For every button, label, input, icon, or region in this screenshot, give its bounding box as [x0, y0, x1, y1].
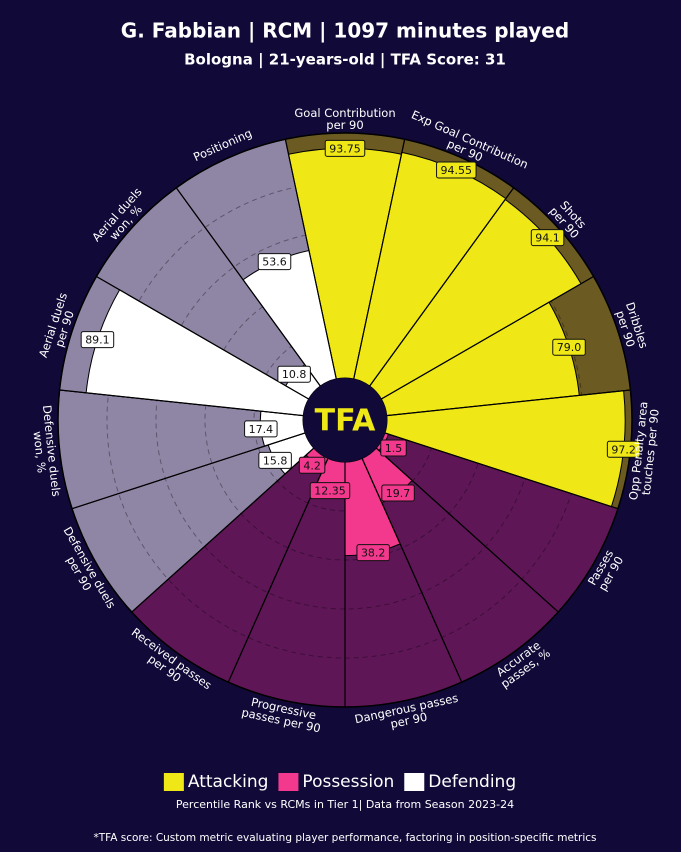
- footnote: *TFA score: Custom metric evaluating pla…: [93, 832, 596, 844]
- value-label-text: 17.4: [249, 423, 274, 436]
- category-label-line: Goal Contribution: [294, 106, 395, 120]
- value-label: 93.75: [324, 139, 366, 157]
- value-label-box: [380, 439, 407, 457]
- value-label-box: [258, 451, 292, 469]
- value-label-text: 19.7: [386, 487, 411, 500]
- value-label: 94.55: [436, 161, 477, 179]
- value-label-text: 38.2: [361, 547, 386, 560]
- value-label-box: [436, 161, 477, 179]
- footnote: Percentile Rank vs RCMs in Tier 1| Data …: [176, 798, 514, 811]
- value-label-text: 15.8: [263, 454, 288, 467]
- separator: [361, 458, 463, 683]
- legend-swatch: [404, 773, 425, 791]
- category-label-line: per 90: [326, 118, 363, 132]
- value-label-box: [244, 420, 278, 438]
- value-label-box: [356, 544, 390, 562]
- separator: [375, 447, 559, 613]
- chart-subtitle: Bologna | 21-years-old | TFA Score: 31: [184, 51, 506, 70]
- value-label-text: 10.8: [282, 368, 307, 381]
- value-label: 19.7: [381, 484, 415, 502]
- separator: [175, 187, 321, 387]
- chart-title: G. Fabbian | RCM | 1097 minutes played: [121, 19, 569, 43]
- center-badge: [303, 378, 387, 462]
- separator: [384, 432, 619, 510]
- value-label-box: [552, 338, 586, 356]
- value-label-text: 93.75: [329, 142, 361, 155]
- value-label: 15.8: [258, 451, 292, 469]
- value-label: 53.6: [257, 253, 292, 271]
- value-label: 12.35: [309, 482, 351, 500]
- legend-item: Attacking: [163, 772, 269, 792]
- value-label: 97.2: [606, 440, 641, 458]
- value-label: 4.2: [298, 456, 326, 474]
- value-label: 89.1: [80, 331, 115, 349]
- legend-label: Attacking: [188, 772, 269, 792]
- value-label: 38.2: [356, 544, 390, 562]
- value-label-text: 94.1: [535, 232, 560, 245]
- legend-label: Possession: [302, 772, 394, 792]
- value-label-box: [277, 365, 311, 383]
- value-label-text: 4.2: [303, 459, 321, 472]
- value-label: 79.0: [552, 338, 586, 356]
- value-label-text: 97.2: [611, 443, 636, 456]
- legend-item: Defending: [404, 772, 516, 792]
- value-label-box: [298, 456, 326, 474]
- legend-swatch: [163, 773, 184, 791]
- legend-label: Defending: [428, 772, 516, 792]
- value-label: 17.4: [244, 420, 278, 438]
- value-label-box: [309, 482, 351, 500]
- separator: [386, 389, 631, 417]
- legend-item: Possession: [278, 772, 394, 792]
- outer-ring: [57, 132, 633, 708]
- value-label-text: 79.0: [557, 341, 582, 354]
- separator: [284, 139, 337, 380]
- value-label-text: 94.55: [441, 164, 473, 177]
- center-label: TFA: [315, 404, 377, 439]
- value-label: 94.1: [530, 229, 565, 247]
- category-label-line: won, %: [31, 430, 49, 473]
- value-label-text: 89.1: [85, 334, 110, 347]
- separator: [353, 139, 406, 380]
- separator: [369, 187, 515, 387]
- separator: [381, 275, 594, 400]
- value-label-text: 53.6: [262, 256, 287, 269]
- category-label: Goal Contribution per 90: [294, 106, 395, 132]
- value-label: 10.8: [277, 365, 311, 383]
- separator: [131, 447, 315, 613]
- separator: [59, 389, 304, 417]
- value-label-text: 12.35: [314, 485, 346, 498]
- value-label-text: 1.5: [385, 442, 403, 455]
- value-label-box: [606, 440, 641, 458]
- value-label-box: [80, 331, 115, 349]
- value-label-box: [257, 253, 292, 271]
- separator: [71, 432, 306, 510]
- value-label-box: [530, 229, 565, 247]
- separator: [96, 275, 309, 400]
- value-label-box: [324, 139, 366, 157]
- legend-swatch: [278, 773, 299, 791]
- value-label-box: [381, 484, 415, 502]
- value-label: 1.5: [380, 439, 407, 457]
